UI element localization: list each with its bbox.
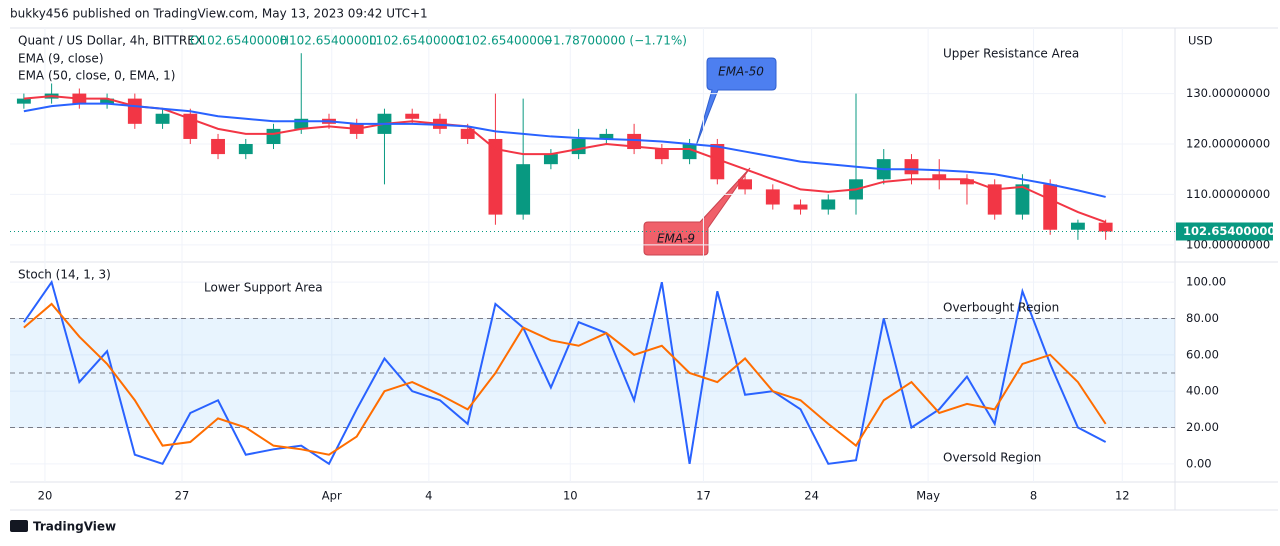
candle-body (238, 144, 253, 155)
annotation: Oversold Region (943, 451, 1041, 465)
x-tick-label: 8 (1030, 489, 1037, 503)
candle-body (987, 184, 1002, 215)
currency: USD (1188, 34, 1213, 48)
candle-body (904, 159, 919, 175)
candle-body (1015, 184, 1030, 215)
annotation: Overbought Region (943, 301, 1059, 315)
candle-body (266, 128, 281, 144)
indicator-line (23, 102, 1106, 198)
candle-body (765, 189, 780, 205)
y-tick-label: 110.00000000 (1186, 187, 1270, 201)
candle-body (405, 113, 420, 119)
candle-body (599, 133, 614, 139)
x-tick-label: May (916, 489, 940, 503)
candle-body (821, 199, 836, 210)
candle-body (488, 138, 503, 215)
x-tick-label: 12 (1115, 489, 1130, 503)
indicator-line (23, 279, 1107, 466)
candle-body (127, 98, 142, 124)
x-tick-label: 4 (425, 489, 432, 503)
legend-entry: EMA (9, close) (18, 52, 104, 66)
indicator-line (23, 95, 1106, 224)
x-tick-label: 10 (563, 489, 578, 503)
candle-body (571, 138, 586, 155)
indicator-line (23, 302, 1107, 456)
annotation: Upper Resistance Area (943, 47, 1079, 61)
indicator-title: Stoch (14, 1, 3) (18, 268, 111, 282)
legend-entry: EMA (50, close, 0, EMA, 1) (18, 69, 175, 83)
candle-body (100, 98, 115, 104)
y-tick-label: 40.00 (1186, 384, 1219, 398)
y-tick-label: 130.00000000 (1186, 86, 1270, 100)
annotation: EMA-50 (718, 65, 764, 79)
x-tick-label: 24 (804, 489, 819, 503)
x-tick-label: Apr (322, 489, 342, 503)
candle-body (460, 128, 475, 139)
candle-body (1098, 222, 1113, 232)
change: −1.78700000 (−1.71%) (543, 34, 687, 48)
candle-body (1070, 222, 1085, 230)
ohlc: C102.65400000 (456, 34, 552, 48)
symbol-title: Quant / US Dollar, 4h, BITTREX (18, 34, 203, 48)
ema9-callout (643, 167, 751, 256)
ohlc: L102.65400000 (369, 34, 463, 48)
y-tick-label: 80.00 (1186, 311, 1219, 325)
candle-body (211, 138, 225, 155)
candle-body (516, 164, 531, 215)
ohlc: H102.65400000 (280, 34, 377, 48)
band-fill (10, 318, 1175, 428)
x-tick-label: 27 (175, 489, 190, 503)
candle-body (932, 174, 947, 180)
candle-body (682, 144, 697, 160)
candle-body (793, 204, 808, 210)
candle-body (294, 118, 309, 129)
publisher: bukky456 published on TradingView.com, M… (10, 7, 428, 21)
candle-body (710, 144, 725, 180)
last-price-label: 102.65400000 (1183, 224, 1275, 238)
x-tick-label: 17 (696, 489, 711, 503)
candle-body (155, 113, 170, 124)
y-tick-label: 100.00 (1186, 275, 1226, 289)
candle-body (1043, 184, 1058, 230)
candle-body (543, 154, 558, 165)
candle-body (738, 179, 752, 190)
candle-body (654, 149, 669, 160)
x-tick-label: 20 (38, 489, 53, 503)
candle-body (16, 98, 31, 104)
logo (10, 520, 28, 532)
annotation: Lower Support Area (204, 281, 323, 295)
candle-body (960, 179, 974, 185)
last-price-tag (1176, 222, 1273, 241)
footer-brand: TradingView (33, 520, 116, 534)
ohlc: O102.65400000 (190, 34, 287, 48)
y-tick-label: 20.00 (1186, 420, 1219, 434)
y-tick-label: 100.00000000 (1186, 237, 1270, 251)
annotation: EMA-9 (657, 232, 695, 246)
y-tick-label: 120.00000000 (1186, 137, 1270, 151)
y-tick-label: 60.00 (1186, 347, 1219, 361)
ema50-callout (695, 57, 777, 147)
y-tick-label: 0.00 (1186, 456, 1212, 470)
